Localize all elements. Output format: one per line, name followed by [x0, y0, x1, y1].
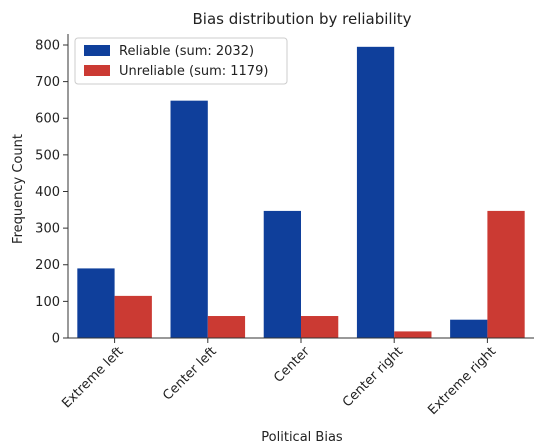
y-tick-label: 0: [52, 332, 60, 347]
bar-reliable-2: [263, 210, 301, 338]
x-tick-label: Center right: [340, 344, 406, 410]
y-tick-label: 100: [35, 295, 60, 310]
x-tick-label: Extreme right: [425, 344, 499, 418]
y-tick-label: 600: [35, 112, 60, 127]
bar-reliable-1: [170, 100, 208, 338]
legend-swatch: [84, 45, 110, 56]
bar-reliable-4: [450, 319, 488, 338]
bar-unreliable-4: [487, 210, 525, 338]
y-tick-label: 200: [35, 258, 60, 273]
legend-box: [74, 37, 288, 85]
legend-entry: Reliable (sum: 2032): [119, 44, 254, 59]
y-axis-label: Frequency Count: [11, 134, 26, 244]
x-axis-label: Political Bias: [261, 430, 343, 445]
bar-unreliable-0: [114, 295, 152, 338]
bar-unreliable-2: [301, 316, 339, 338]
plot-area: [77, 46, 525, 338]
chart-title: Bias distribution by reliability: [192, 10, 411, 28]
y-axis: 0 100 200 300 400 500 600 700 800: [35, 34, 69, 347]
bar-reliable-0: [77, 268, 115, 338]
y-tick-label: 300: [35, 222, 60, 237]
bar-reliable-3: [356, 46, 395, 338]
x-tick-label: Center: [271, 344, 313, 386]
bar-unreliable-1: [207, 316, 246, 338]
legend-swatch: [84, 65, 110, 76]
x-axis: Extreme left Center left Center Center righ…: [59, 337, 534, 418]
x-tick-label: Extreme left: [59, 344, 126, 411]
legend-entry: Unreliable (sum: 1179): [119, 64, 268, 79]
y-tick-label: 700: [35, 75, 60, 90]
bar-unreliable-3: [394, 331, 432, 338]
y-tick-label: 400: [35, 185, 60, 200]
x-tick-label: Center left: [160, 344, 219, 403]
y-tick-label: 800: [35, 38, 60, 53]
legend: Reliable (sum: 2032) Unreliable (sum: 117…: [74, 37, 288, 85]
y-tick-label: 500: [35, 148, 60, 163]
